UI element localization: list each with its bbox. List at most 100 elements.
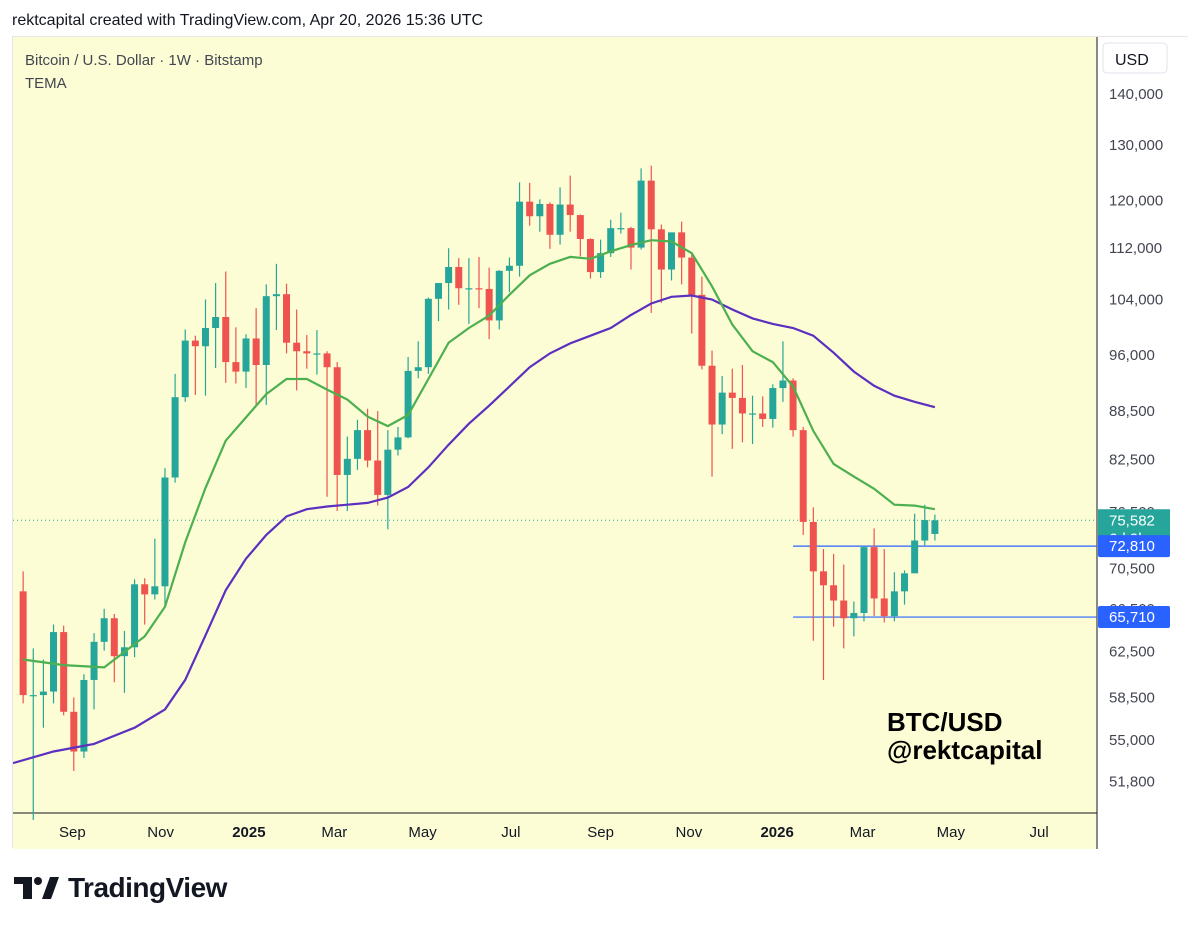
candle-body [749, 413, 757, 415]
time-tick-label: Sep [59, 824, 86, 841]
candle-body [242, 338, 250, 372]
candle [516, 182, 524, 277]
price-tick-label: 130,000 [1109, 137, 1163, 154]
candle [809, 507, 817, 641]
chart-frame[interactable]: 51,80055,00058,50062,50066,50070,50076,5… [12, 36, 1189, 849]
candle [597, 239, 605, 278]
candle-body [90, 641, 98, 680]
time-tick-label: May [408, 824, 437, 841]
candle [404, 357, 412, 439]
candle [657, 224, 665, 303]
legend-symbol[interactable]: Bitcoin / U.S. Dollar · 1W · Bitstamp [25, 52, 263, 69]
candle [201, 299, 209, 396]
candle-body [445, 267, 453, 284]
candle-body [212, 316, 220, 328]
watermark-handle: @rektcapital [887, 735, 1042, 765]
candle [191, 335, 199, 395]
tradingview-logo-icon [14, 877, 59, 899]
candle-body [728, 392, 736, 398]
price-tick-label: 112,000 [1109, 240, 1162, 257]
candle [475, 256, 483, 309]
candle [70, 697, 78, 771]
candle-body [404, 370, 412, 438]
candle [272, 263, 280, 331]
candle-body [485, 288, 493, 321]
candle-body [526, 201, 534, 217]
candle [262, 284, 270, 405]
candle [80, 674, 88, 758]
candle [850, 601, 858, 637]
candle [232, 327, 240, 384]
candle [293, 309, 301, 391]
candle-body [495, 270, 503, 321]
candle-body [708, 365, 716, 425]
candle-body [647, 180, 655, 230]
candle [29, 648, 37, 821]
legend-indicator[interactable]: TEMA [25, 75, 67, 92]
candle-body [465, 288, 473, 290]
candle [830, 553, 838, 627]
candle [901, 570, 909, 605]
watermark-pair: BTC/USD [887, 707, 1003, 737]
candle-body [50, 632, 58, 692]
candle [637, 168, 645, 250]
candle-body [80, 679, 88, 752]
candle-body [769, 388, 777, 419]
candle [931, 514, 939, 541]
candle-body [201, 327, 209, 347]
candle [414, 341, 422, 379]
candle-body [29, 695, 37, 697]
tema-slow-line [13, 294, 936, 765]
candle [668, 232, 676, 281]
candle [546, 202, 554, 249]
candle-body [840, 600, 848, 619]
candle-body [232, 362, 240, 372]
candle-body [738, 397, 746, 414]
candle-body [293, 342, 301, 352]
time-tick-label: 2025 [232, 824, 265, 841]
price-tick-label: 70,500 [1109, 560, 1155, 577]
candle-body [819, 571, 827, 586]
tema-fast-line [22, 239, 936, 669]
candle-body [536, 203, 544, 217]
candle-body [110, 618, 118, 657]
price-tick-label: 120,000 [1109, 193, 1163, 210]
candle-body [860, 547, 868, 613]
time-tick-label: Jul [501, 824, 520, 841]
candle-body [384, 449, 392, 495]
candle [698, 276, 706, 370]
candle [313, 330, 321, 375]
price-tick-label: 96,000 [1109, 347, 1155, 364]
candle [181, 329, 189, 402]
time-tick-label: Sep [587, 824, 614, 841]
price-tick-label: 104,000 [1109, 291, 1163, 308]
candle-body [678, 232, 686, 258]
candle [566, 175, 574, 232]
candle-body [181, 340, 189, 398]
candle [536, 199, 544, 232]
time-tick-label: Jul [1030, 824, 1049, 841]
candle [759, 396, 767, 427]
candle [526, 182, 534, 226]
chart-background [13, 37, 1097, 813]
tradingview-logo[interactable]: TradingView [14, 872, 227, 904]
price-tick-label: 88,500 [1109, 403, 1155, 420]
time-tick-label: May [937, 824, 966, 841]
candle [880, 549, 888, 623]
candle [39, 659, 47, 728]
candle [718, 376, 726, 435]
candle [394, 426, 402, 456]
candle [283, 283, 291, 354]
time-tick-label: 2026 [760, 824, 793, 841]
candle-body [931, 520, 939, 534]
candle-body [718, 392, 726, 425]
candle [840, 564, 848, 649]
candle [749, 395, 757, 444]
price-chart[interactable]: 51,80055,00058,50062,50066,50070,50076,5… [13, 37, 1189, 849]
candle-body [607, 228, 615, 254]
candle [799, 426, 807, 535]
candle-body [313, 353, 321, 355]
currency-button[interactable]: USD [1102, 42, 1168, 74]
candle-body [424, 298, 432, 368]
